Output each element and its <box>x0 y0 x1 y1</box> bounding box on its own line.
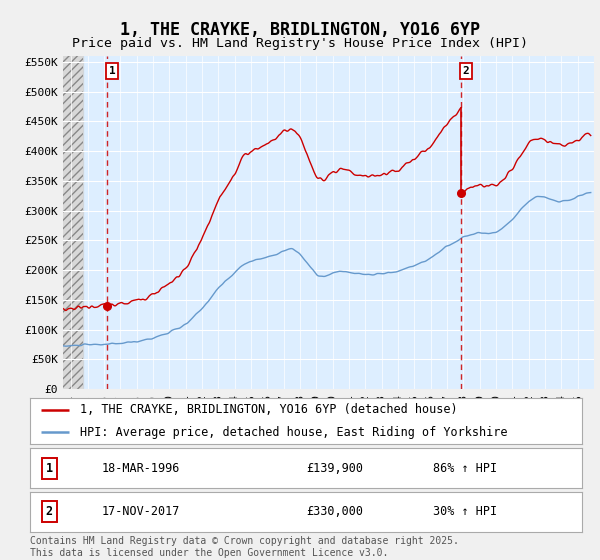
Text: 86% ↑ HPI: 86% ↑ HPI <box>433 461 497 475</box>
Bar <box>63 56 83 389</box>
Text: 1: 1 <box>109 66 116 76</box>
Text: Contains HM Land Registry data © Crown copyright and database right 2025.
This d: Contains HM Land Registry data © Crown c… <box>30 536 459 558</box>
Text: 30% ↑ HPI: 30% ↑ HPI <box>433 505 497 519</box>
Text: Price paid vs. HM Land Registry's House Price Index (HPI): Price paid vs. HM Land Registry's House … <box>72 37 528 50</box>
Text: 1: 1 <box>46 461 53 475</box>
Text: £139,900: £139,900 <box>306 461 363 475</box>
Bar <box>63 56 83 389</box>
Text: 2: 2 <box>46 505 53 519</box>
Text: 1, THE CRAYKE, BRIDLINGTON, YO16 6YP (detached house): 1, THE CRAYKE, BRIDLINGTON, YO16 6YP (de… <box>80 404 457 417</box>
Text: 17-NOV-2017: 17-NOV-2017 <box>102 505 180 519</box>
Text: £330,000: £330,000 <box>306 505 363 519</box>
Text: 2: 2 <box>463 66 470 76</box>
Text: HPI: Average price, detached house, East Riding of Yorkshire: HPI: Average price, detached house, East… <box>80 426 507 438</box>
Text: 1, THE CRAYKE, BRIDLINGTON, YO16 6YP: 1, THE CRAYKE, BRIDLINGTON, YO16 6YP <box>120 21 480 39</box>
Text: 18-MAR-1996: 18-MAR-1996 <box>102 461 180 475</box>
